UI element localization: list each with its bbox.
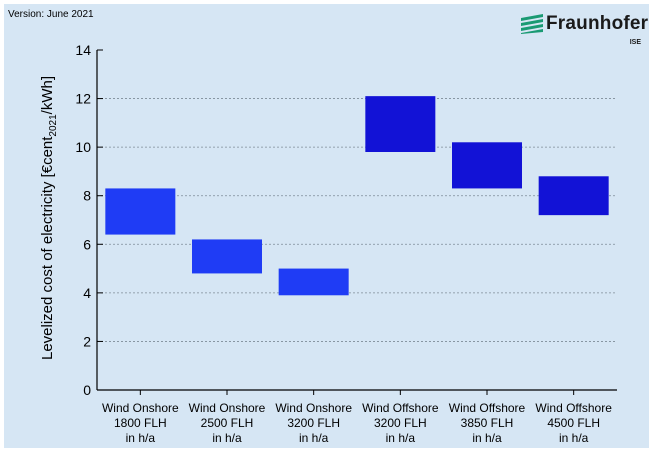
y-tick-label: 10 <box>75 139 91 155</box>
y-axis-label: Levelized cost of electricity [€cent2021… <box>39 76 59 360</box>
logo-text: Fraunhofer <box>546 13 649 34</box>
y-tick-label: 14 <box>75 42 91 58</box>
x-category-label: 2500 FLH <box>201 416 254 430</box>
y-axis-label-main: Levelized cost of electricity [€cent <box>39 136 56 360</box>
x-category-label: in h/a <box>126 431 156 445</box>
x-category-label: 3850 FLH <box>461 416 514 430</box>
x-category-label: Wind Onshore <box>275 401 352 415</box>
range-bar <box>192 239 262 274</box>
x-category-label: 3200 FLH <box>287 416 340 430</box>
range-bars <box>105 96 609 296</box>
y-tick-label: 0 <box>83 382 91 398</box>
y-tick-label: 8 <box>83 188 91 204</box>
range-bar <box>365 96 436 152</box>
fraunhofer-logo: Fraunhofer ISE <box>521 12 648 52</box>
x-category-label: Wind Onshore <box>189 401 266 415</box>
range-bar <box>538 176 609 216</box>
x-category-label: in h/a <box>299 431 329 445</box>
range-bar <box>278 268 349 296</box>
y-tick-label: 4 <box>83 285 91 301</box>
y-tick-labels: 0 2 4 6 8 10 12 14 <box>75 42 91 398</box>
range-bar <box>452 142 522 189</box>
y-tick-label: 12 <box>75 91 91 107</box>
x-category-label: in h/a <box>212 431 242 445</box>
x-category-label: in h/a <box>472 431 502 445</box>
gridlines <box>97 98 617 342</box>
axes <box>96 49 617 395</box>
x-category-label: Wind Offshore <box>362 401 439 415</box>
fraunhofer-logo-icon <box>521 14 543 34</box>
range-bar <box>105 188 176 235</box>
x-category-label: in h/a <box>559 431 589 445</box>
y-tick-label: 6 <box>83 236 91 252</box>
x-category-label: in h/a <box>386 431 416 445</box>
x-category-label: 3200 FLH <box>374 416 427 430</box>
x-category-label: Wind Onshore <box>102 401 179 415</box>
y-axis-label-unit: /kWh] <box>39 76 56 114</box>
y-tick-label: 2 <box>83 333 91 349</box>
logo-subtext: ISE <box>629 39 641 46</box>
x-category-label: 4500 FLH <box>547 416 600 430</box>
version-label: Version: June 2021 <box>8 9 94 20</box>
y-axis-label-subscript: 2021 <box>48 114 59 137</box>
x-category-label: 1800 FLH <box>114 416 167 430</box>
x-category-label: Wind Offshore <box>535 401 612 415</box>
x-category-label: Wind Offshore <box>449 401 526 415</box>
